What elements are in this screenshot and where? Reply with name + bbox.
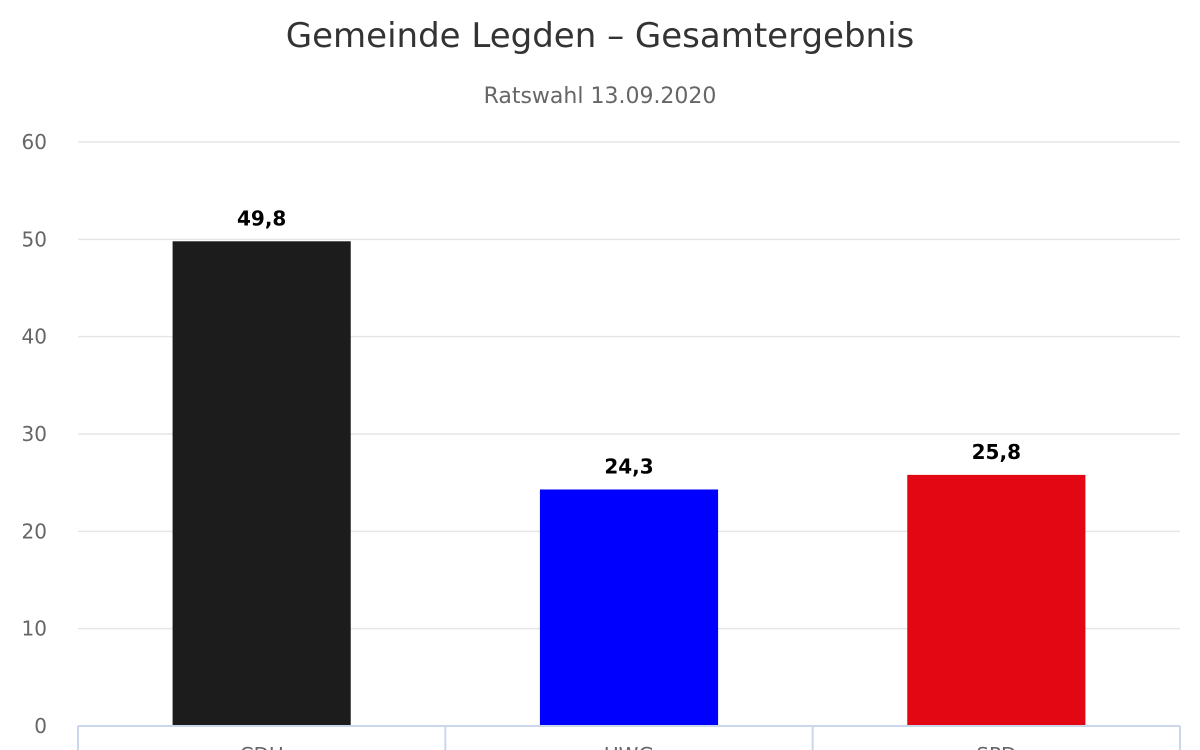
bar-spd (907, 474, 1086, 726)
data-label: 49,8 (237, 206, 286, 230)
category-label: CDU (240, 743, 284, 750)
y-tick-label: 0 (34, 714, 47, 738)
data-labels: 49,8 24,3 25,8 (237, 206, 1021, 478)
y-axis-ticks: 0 10 20 30 40 50 60 (22, 130, 47, 738)
data-label: 24,3 (604, 454, 653, 478)
y-tick-label: 40 (22, 325, 47, 349)
y-tick-label: 60 (22, 130, 47, 154)
data-label: 25,8 (972, 440, 1021, 464)
y-tick-label: 20 (22, 519, 47, 543)
bar-uwg (539, 489, 719, 726)
bars (172, 241, 1086, 726)
category-label: UWG (604, 743, 654, 750)
bar-cdu (172, 241, 351, 726)
category-label: SPD (976, 743, 1016, 750)
chart-title: Gemeinde Legden – Gesamtergebnis (286, 16, 914, 56)
chart-subtitle: Ratswahl 13.09.2020 (484, 84, 717, 109)
y-tick-label: 50 (22, 227, 47, 251)
y-tick-label: 10 (22, 617, 47, 641)
y-tick-label: 30 (22, 422, 47, 446)
x-axis: CDU UWG SPD (77, 725, 1181, 750)
